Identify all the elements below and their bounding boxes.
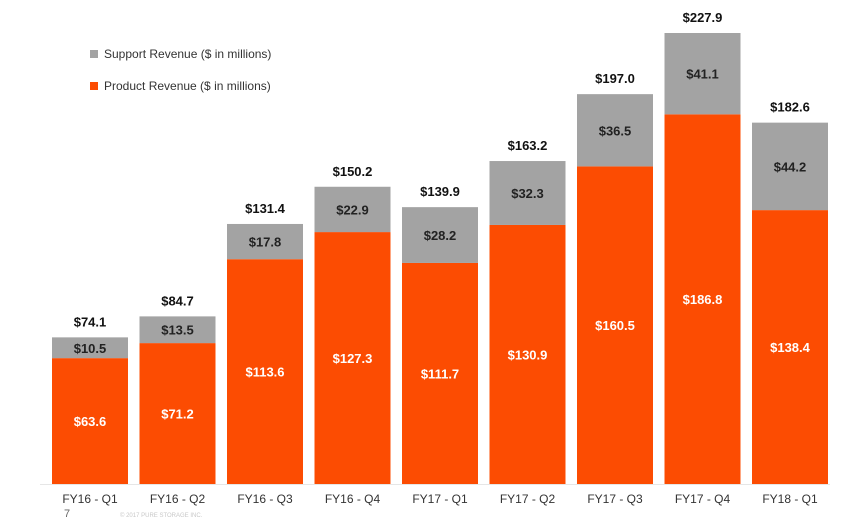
product-revenue-bar [314,232,391,484]
support-value-label: $13.5 [161,323,194,338]
product-revenue-bar [489,224,566,484]
product-revenue-bar [402,262,478,484]
total-value-label: $227.9 [683,10,723,25]
support-revenue-bar [489,161,566,225]
legend-item-product: Product Revenue ($ in millions) [90,78,271,94]
support-revenue-bar [227,223,303,260]
support-value-label: $44.2 [774,159,807,174]
support-value-label: $17.8 [249,235,282,250]
support-revenue-bar [752,122,828,211]
legend-swatch-support [90,50,98,58]
legend-item-support: Support Revenue ($ in millions) [90,46,271,62]
product-value-label: $138.4 [770,340,811,355]
support-value-label: $36.5 [599,123,632,138]
x-tick-label: FY16 - Q1 [62,492,118,506]
total-value-label: $150.2 [333,164,373,179]
support-revenue-bar [314,186,391,233]
product-revenue-bar [577,166,653,484]
product-revenue-bar [227,259,303,484]
support-revenue-bar [402,207,478,263]
product-value-label: $113.6 [245,365,284,380]
product-revenue-bar [664,114,741,485]
product-revenue-bar [52,358,128,484]
support-value-label: $28.2 [424,228,457,243]
support-revenue-bar [52,337,128,359]
footer-note: © 2017 PURE STORAGE INC. [120,513,203,519]
x-tick-label: FY16 - Q3 [237,492,293,506]
total-value-label: $163.2 [508,138,548,153]
product-revenue-bar [752,210,828,484]
product-value-label: $127.3 [333,351,373,366]
support-value-label: $32.3 [511,186,544,201]
legend: Support Revenue ($ in millions) Product … [90,46,271,110]
x-tick-label: FY17 - Q2 [500,492,556,506]
x-tick-label: FY17 - Q4 [675,492,731,506]
total-value-label: $197.0 [595,71,635,86]
x-tick-label: FY17 - Q3 [587,492,643,506]
support-value-label: $10.5 [74,341,107,356]
legend-label-product: Product Revenue ($ in millions) [104,79,271,93]
support-revenue-bar [577,94,653,167]
total-value-label: $182.6 [770,100,810,115]
product-value-label: $111.7 [421,366,459,381]
support-revenue-bar [139,316,216,344]
legend-swatch-product [90,82,98,90]
support-revenue-bar [664,33,741,115]
product-revenue-bar [139,343,216,484]
product-value-label: $160.5 [595,318,635,333]
slide-number: 7 [64,508,71,520]
x-tick-label: FY18 - Q1 [762,492,818,506]
x-tick-label: FY16 - Q2 [150,492,206,506]
total-value-label: $131.4 [245,201,286,216]
total-value-label: $139.9 [420,184,460,199]
product-value-label: $71.2 [161,407,194,422]
support-value-label: $22.9 [336,202,369,217]
support-value-label: $41.1 [686,67,719,82]
total-value-label: $74.1 [74,314,107,329]
x-tick-label: FY17 - Q1 [412,492,468,506]
total-value-label: $84.7 [161,293,194,308]
product-value-label: $130.9 [508,347,548,362]
legend-label-support: Support Revenue ($ in millions) [104,47,272,61]
x-tick-label: FY16 - Q4 [325,492,381,506]
product-value-label: $186.8 [683,292,723,307]
product-value-label: $63.6 [74,414,107,429]
